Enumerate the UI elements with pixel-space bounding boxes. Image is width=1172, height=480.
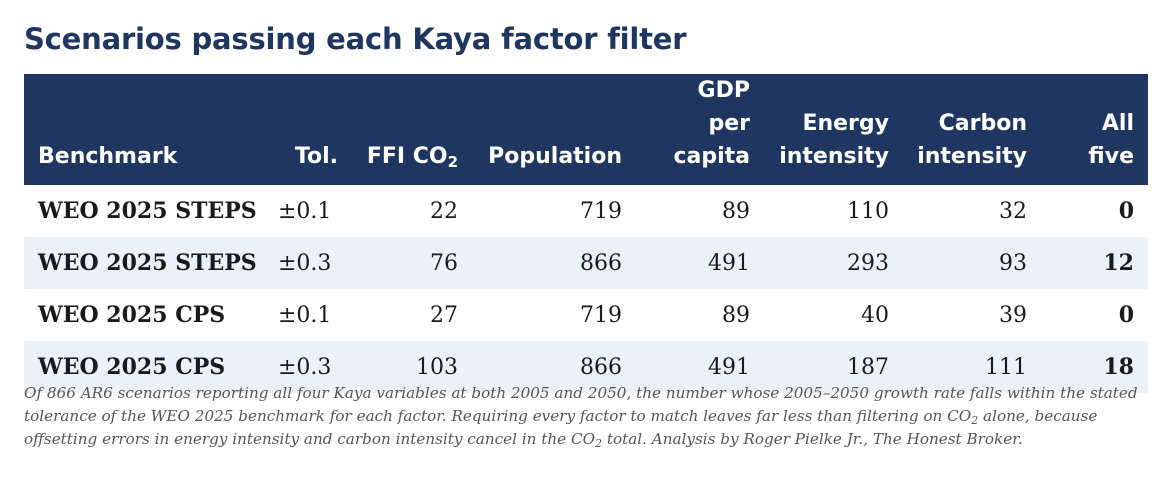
cell-population: 719 <box>580 302 622 328</box>
header-benchmark: Benchmark <box>38 144 178 169</box>
cell-tolerance: ±0.3 <box>278 250 332 276</box>
cell-benchmark: WEO 2025 CPS <box>38 354 226 380</box>
header-carbon-intensity: Carbon intensity <box>903 74 1041 185</box>
page-title: Scenarios passing each Kaya factor filte… <box>24 22 687 56</box>
footnote-subscript-2: 2 <box>595 437 603 450</box>
header-ffi-co2-subscript: 2 <box>447 153 458 171</box>
table-footnote: Of 866 AR6 scenarios reporting all four … <box>24 382 1148 451</box>
cell-gdp-per-capita: 491 <box>708 250 750 276</box>
cell-carbon-intensity: 111 <box>985 354 1027 380</box>
header-gdp-line2: capita <box>673 144 750 169</box>
cell-all-five: 0 <box>1118 198 1134 224</box>
header-gdp-per-capita: GDP per capita <box>636 74 764 185</box>
header-all-five: All five <box>1088 111 1134 169</box>
cell-gdp-per-capita: 491 <box>708 354 750 380</box>
cell-ffi-co2: 27 <box>430 302 458 328</box>
footnote-subscript-1: 2 <box>971 414 979 427</box>
header-carbon-line1: Carbon <box>938 111 1027 136</box>
header-energy-line1: Energy <box>802 111 889 136</box>
cell-benchmark: WEO 2025 STEPS <box>38 250 257 276</box>
cell-carbon-intensity: 39 <box>999 302 1027 328</box>
header-gdp-line1: GDP per <box>697 78 750 136</box>
table-row: WEO 2025 STEPS ±0.1 22 719 89 110 32 0 <box>24 185 1148 237</box>
cell-ffi-co2: 76 <box>430 250 458 276</box>
footnote-text-2: alone, because offsetting errors in ener… <box>24 407 1098 448</box>
table-row: WEO 2025 CPS ±0.3 103 866 491 187 111 18 <box>24 341 1148 393</box>
cell-energy-intensity: 40 <box>861 302 889 328</box>
header-carbon-line2: intensity <box>917 144 1027 169</box>
header-energy-intensity: Energy intensity <box>764 74 903 185</box>
table-row: WEO 2025 CPS ±0.1 27 719 89 40 39 0 <box>24 289 1148 341</box>
cell-benchmark: WEO 2025 STEPS <box>38 198 257 224</box>
cell-tolerance: ±0.1 <box>278 302 332 328</box>
cell-population: 719 <box>580 198 622 224</box>
cell-ffi-co2: 22 <box>430 198 458 224</box>
footnote-text-3: total. Analysis by Roger Pielke Jr., The… <box>602 430 1023 448</box>
cell-gdp-per-capita: 89 <box>722 198 750 224</box>
cell-all-five: 12 <box>1103 250 1134 276</box>
cell-tolerance: ±0.3 <box>278 354 332 380</box>
cell-population: 866 <box>580 354 622 380</box>
cell-carbon-intensity: 32 <box>999 198 1027 224</box>
header-population: Population <box>488 144 622 169</box>
cell-tolerance: ±0.1 <box>278 198 332 224</box>
table-header-row: Benchmark Tol. FFI CO2 Population GDP pe… <box>24 74 1148 185</box>
cell-population: 866 <box>580 250 622 276</box>
header-energy-line2: intensity <box>779 144 889 169</box>
footnote-text-1: Of 866 AR6 scenarios reporting all four … <box>24 384 1138 425</box>
header-ffi-co2: FFI CO2 <box>352 74 472 185</box>
kaya-filter-table: Benchmark Tol. FFI CO2 Population GDP pe… <box>24 74 1148 393</box>
header-tolerance: Tol. <box>294 144 338 169</box>
cell-ffi-co2: 103 <box>416 354 458 380</box>
cell-all-five: 18 <box>1103 354 1134 380</box>
cell-energy-intensity: 110 <box>847 198 889 224</box>
cell-all-five: 0 <box>1118 302 1134 328</box>
cell-benchmark: WEO 2025 CPS <box>38 302 226 328</box>
header-ffi-co2-main: FFI CO <box>366 144 448 169</box>
cell-carbon-intensity: 93 <box>999 250 1027 276</box>
cell-gdp-per-capita: 89 <box>722 302 750 328</box>
cell-energy-intensity: 293 <box>847 250 889 276</box>
cell-energy-intensity: 187 <box>847 354 889 380</box>
table-row: WEO 2025 STEPS ±0.3 76 866 491 293 93 12 <box>24 237 1148 289</box>
